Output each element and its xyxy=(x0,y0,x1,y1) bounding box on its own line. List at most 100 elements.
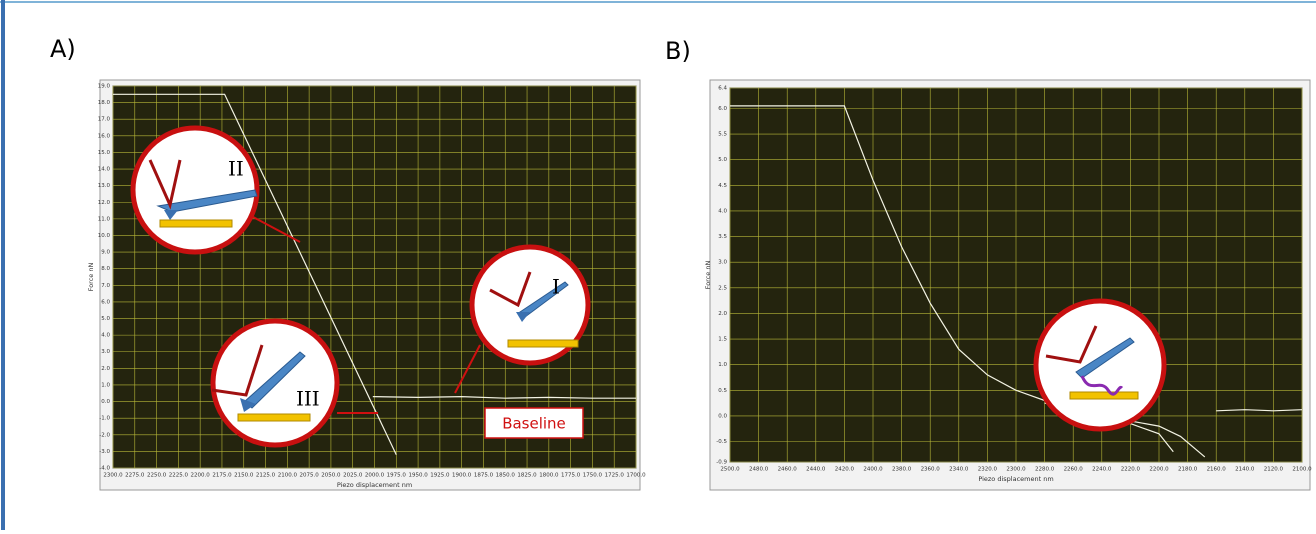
x-tick-label: 2200.0 xyxy=(191,473,211,479)
x-tick-label: 2250.0 xyxy=(147,473,167,479)
y-tick-label: -4.0 xyxy=(99,466,110,472)
y-tick-label: 3.0 xyxy=(718,260,727,266)
x-tick-label: 2000.0 xyxy=(365,473,385,479)
y-tick-label: 0.0 xyxy=(101,399,110,405)
y-tick-label: -3.0 xyxy=(99,449,110,455)
x-tick-label: 1725.0 xyxy=(605,473,625,479)
y-tick-label: 1.0 xyxy=(718,362,727,368)
x-tick-label: 2100.0 xyxy=(278,473,298,479)
y-tick-label: 17.0 xyxy=(98,117,111,123)
x-tick-label: 2050.0 xyxy=(321,473,341,479)
y-tick-label: 15.0 xyxy=(98,150,111,156)
y-tick-label: -1.0 xyxy=(99,416,110,422)
x-tick-label: 1800.0 xyxy=(539,473,559,479)
y-tick-label: 0.5 xyxy=(718,388,727,394)
y-tick-label: 10.0 xyxy=(98,233,111,239)
x-tick-label: 2300.0 xyxy=(1006,467,1026,473)
annotation: II xyxy=(228,157,244,181)
x-tick-label: 2125.0 xyxy=(256,473,276,479)
annotation: III xyxy=(296,387,320,411)
y-tick-label: 11.0 xyxy=(98,216,111,222)
x-tick-label: 2140.0 xyxy=(1235,467,1255,473)
x-tick-label: 2320.0 xyxy=(978,467,998,473)
x-tick-label: 1700.0 xyxy=(626,473,646,479)
y-tick-label: 7.0 xyxy=(101,283,110,289)
y-tick-label: 19.0 xyxy=(98,84,111,90)
x-tick-label: 1925.0 xyxy=(430,473,450,479)
y-tick-label: 2.0 xyxy=(718,311,727,317)
y-tick-label: 13.0 xyxy=(98,183,111,189)
x-tick-label: 2150.0 xyxy=(234,473,254,479)
x-tick-label: 1850.0 xyxy=(496,473,516,479)
x-tick-label: 2420.0 xyxy=(835,467,855,473)
x-tick-label: 2275.0 xyxy=(125,473,145,479)
x-tick-label: 2200.0 xyxy=(1149,467,1169,473)
y-tick-label: 4.0 xyxy=(718,208,727,214)
substrate xyxy=(1070,392,1138,399)
y-tick-label: 1.0 xyxy=(101,382,110,388)
y-tick-label: -2.0 xyxy=(99,432,110,438)
x-tick-label: 2280.0 xyxy=(1035,467,1055,473)
x-tick-label: 2225.0 xyxy=(169,473,189,479)
x-tick-label: 2100.0 xyxy=(1292,467,1312,473)
x-tick-label: 2500.0 xyxy=(720,467,740,473)
y-tick-label: 18.0 xyxy=(98,100,111,106)
y-tick-label: 1.5 xyxy=(718,337,727,343)
y-tick-label: 3.5 xyxy=(718,234,727,240)
y-tick-label: 2.0 xyxy=(101,366,110,372)
x-tick-label: 2480.0 xyxy=(749,467,769,473)
x-tick-label: 2360.0 xyxy=(921,467,941,473)
y-tick-label: 8.0 xyxy=(101,266,110,272)
y-tick-label: 0.0 xyxy=(718,413,727,419)
y-tick-label: 16.0 xyxy=(98,133,111,139)
substrate xyxy=(508,340,578,347)
x-tick-label: 2175.0 xyxy=(212,473,232,479)
x-tick-label: 2260.0 xyxy=(1064,467,1084,473)
y-tick-label: 4.0 xyxy=(101,333,110,339)
x-axis-label: Piezo displacement nm xyxy=(337,481,412,489)
y-tick-label: 5.5 xyxy=(718,132,727,138)
x-tick-label: 2120.0 xyxy=(1264,467,1284,473)
x-tick-label: 2300.0 xyxy=(103,473,123,479)
y-tick-label: 14.0 xyxy=(98,167,111,173)
x-axis-label: Piezo displacement nm xyxy=(978,475,1053,483)
x-tick-label: 2380.0 xyxy=(892,467,912,473)
x-tick-label: 2340.0 xyxy=(949,467,969,473)
y-tick-label: 6.4 xyxy=(718,86,727,92)
x-tick-label: 2160.0 xyxy=(1207,467,1227,473)
x-tick-label: 1950.0 xyxy=(408,473,428,479)
substrate xyxy=(160,220,232,227)
annotation: I xyxy=(552,275,560,299)
y-tick-label: 4.5 xyxy=(718,183,727,189)
x-tick-label: 1875.0 xyxy=(474,473,494,479)
y-tick-label: 5.0 xyxy=(101,316,110,322)
y-tick-label: 5.0 xyxy=(718,157,727,163)
data-line xyxy=(1216,410,1302,411)
y-tick-label: 6.0 xyxy=(718,106,727,112)
x-tick-label: 2075.0 xyxy=(300,473,320,479)
y-tick-label: -0.9 xyxy=(716,460,727,466)
figure: A)2300.02275.02250.02225.02200.02175.021… xyxy=(0,0,1316,530)
x-tick-label: 2025.0 xyxy=(343,473,363,479)
x-tick-label: 1900.0 xyxy=(452,473,472,479)
y-tick-label: 12.0 xyxy=(98,200,111,206)
panel-label: A) xyxy=(50,35,76,63)
substrate xyxy=(238,414,310,421)
x-tick-label: 1975.0 xyxy=(387,473,407,479)
y-tick-label: 3.0 xyxy=(101,349,110,355)
x-tick-label: 2180.0 xyxy=(1178,467,1198,473)
y-tick-label: 9.0 xyxy=(101,250,110,256)
panel-label: B) xyxy=(665,37,691,65)
x-tick-label: 1750.0 xyxy=(583,473,603,479)
x-tick-label: 2460.0 xyxy=(778,467,798,473)
annotation: Baseline xyxy=(502,415,566,433)
x-tick-label: 2240.0 xyxy=(1092,467,1112,473)
y-tick-label: -0.5 xyxy=(716,439,727,445)
y-tick-label: 6.0 xyxy=(101,299,110,305)
y-axis-label: Force nN xyxy=(704,261,712,290)
x-tick-label: 1825.0 xyxy=(517,473,537,479)
icon-circle xyxy=(133,128,257,252)
x-tick-label: 2220.0 xyxy=(1121,467,1141,473)
x-tick-label: 1775.0 xyxy=(561,473,581,479)
x-tick-label: 2440.0 xyxy=(806,467,826,473)
